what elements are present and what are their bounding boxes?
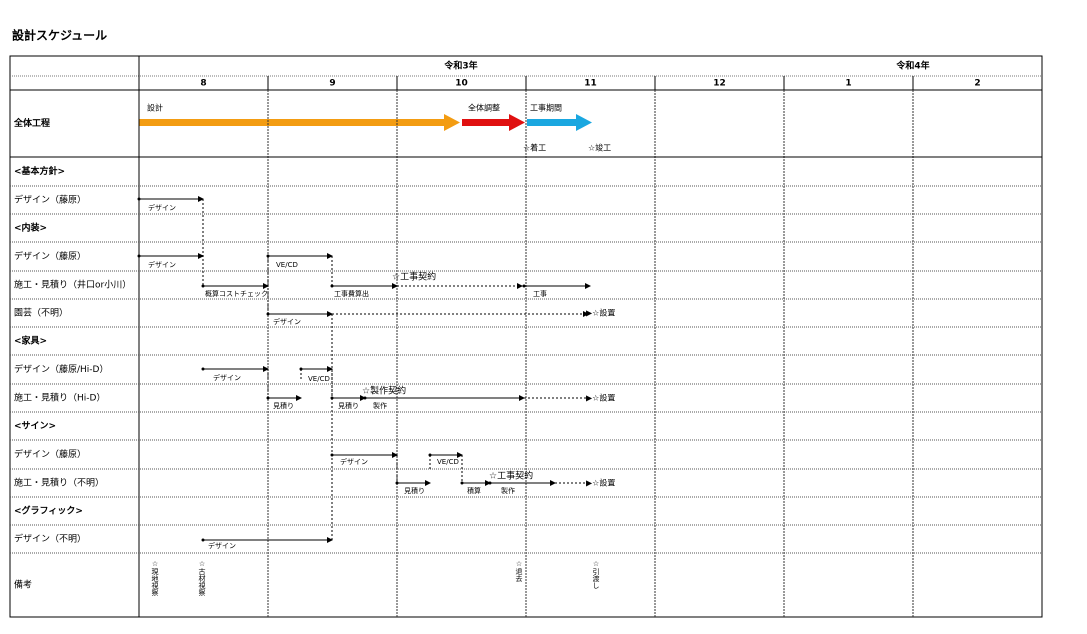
- start-dot: [266, 396, 270, 400]
- month-label: 8: [200, 79, 206, 89]
- annotation: デザイン: [208, 541, 236, 550]
- start-dot: [201, 367, 205, 371]
- month-label: 11: [584, 79, 597, 89]
- row-label: デザイン（藤原）: [14, 250, 86, 262]
- annotation: ▶☆設置: [586, 393, 615, 403]
- start-dot: [330, 284, 334, 288]
- row-label: デザイン（藤原/Hi-D）: [14, 363, 108, 375]
- annotation: 概算コストチェック: [205, 289, 268, 298]
- annotation: 積算: [467, 486, 481, 495]
- year-label: 令和3年: [443, 60, 477, 72]
- annotation: VE/CD: [437, 458, 459, 466]
- start-dot: [201, 284, 205, 288]
- annotation: ☆着工: [523, 143, 546, 153]
- row-label: <グラフィック>: [14, 505, 83, 517]
- big-arrows: [139, 114, 592, 131]
- start-dot: [137, 197, 141, 201]
- month-label: 12: [713, 79, 726, 89]
- month-label: 1: [845, 79, 851, 89]
- row-label: 施工・見積り（不明）: [14, 477, 104, 489]
- start-dot: [137, 254, 141, 258]
- annotation: ☆工事契約: [489, 470, 533, 482]
- row-label: 施工・見積り（Hi-D）: [14, 392, 105, 404]
- remark: ☆現地視察: [151, 560, 159, 596]
- row-label: 備考: [14, 579, 32, 591]
- annotation: ☆工事契約: [392, 271, 436, 283]
- row-label: 施工・見積り（井口or小川）: [14, 279, 131, 291]
- month-label: 10: [455, 79, 468, 89]
- annotation: デザイン: [148, 203, 176, 212]
- row-label: デザイン（藤原）: [14, 194, 86, 206]
- annotation: VE/CD: [276, 261, 298, 269]
- annotation: 見積り: [404, 486, 425, 495]
- remark: ☆古材視察: [198, 560, 206, 596]
- annotation: 工事費算出: [334, 289, 369, 298]
- month-label: 9: [329, 79, 335, 89]
- annotation: ☆竣工: [588, 143, 611, 153]
- annotation: ▶☆設置: [586, 478, 615, 488]
- annotation: デザイン: [213, 373, 241, 382]
- row-label: 全体工程: [13, 117, 50, 129]
- annotation: 製作: [501, 486, 515, 495]
- row-label: デザイン（不明）: [14, 533, 86, 545]
- remark: ☆引渡し: [592, 560, 600, 589]
- row-label: <家具>: [14, 335, 47, 347]
- annotation: デザイン: [340, 457, 368, 466]
- year-label: 令和4年: [895, 60, 929, 72]
- start-dot: [201, 538, 205, 542]
- row-label: 園芸（不明）: [14, 307, 68, 319]
- start-dot: [460, 481, 464, 485]
- annotation: 工事: [533, 289, 547, 298]
- start-dot: [363, 396, 367, 400]
- annotation: 製作: [373, 401, 387, 410]
- annotation: 工事期間: [530, 103, 562, 113]
- month-label: 2: [974, 79, 980, 89]
- annotation: 設計: [147, 103, 163, 113]
- start-dot: [266, 312, 270, 316]
- start-dot: [488, 481, 492, 485]
- annotation: デザイン: [273, 317, 301, 326]
- row-label: <サイン>: [14, 421, 56, 432]
- start-dot: [395, 481, 399, 485]
- remark: ☆退去: [515, 560, 523, 583]
- annotation: ▶☆設置: [586, 308, 615, 318]
- annotation: デザイン: [148, 260, 176, 269]
- annotation: VE/CD: [308, 375, 330, 383]
- start-dot: [522, 284, 526, 288]
- annotation: 見積り: [273, 401, 294, 410]
- annotation: 全体調整: [468, 103, 500, 113]
- annotation: 見積り: [338, 401, 359, 410]
- row-label: <内装>: [14, 222, 47, 234]
- annotation: ☆製作契約: [362, 385, 406, 397]
- title: 設計スケジュール: [12, 28, 107, 43]
- row-label: デザイン（藤原）: [14, 448, 86, 460]
- row-label: <基本方針>: [14, 165, 65, 177]
